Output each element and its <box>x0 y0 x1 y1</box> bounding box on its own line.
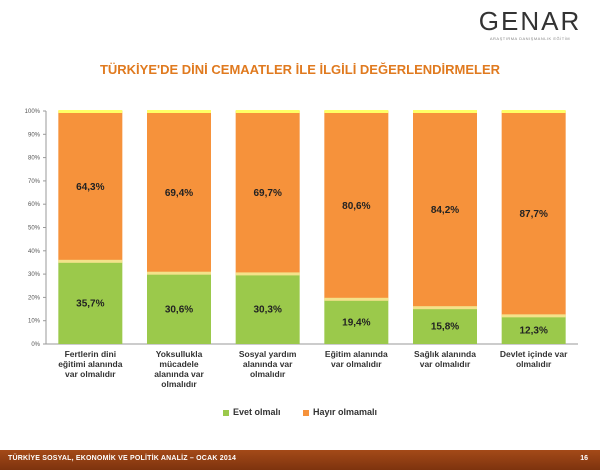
category-label-line: var olmalıdır <box>65 369 116 379</box>
y-tick-label: 90% <box>28 132 41 138</box>
y-tick-label: 50% <box>28 226 41 232</box>
bar-segment-hayir <box>324 111 389 299</box>
bar-top-highlight <box>501 110 566 113</box>
y-tick-label: 30% <box>28 272 41 278</box>
bar-segment-evet <box>58 260 123 344</box>
legend-item-evet: Evet olmalı <box>222 407 281 417</box>
footer-text: TÜRKİYE SOSYAL, EKONOMİK VE POLİTİK ANAL… <box>8 455 237 462</box>
category-label-line: Sosyal yardım <box>239 349 297 359</box>
bar-segment-hayir <box>413 111 477 308</box>
category-label: Fertlerin dini eğitimi alanında var olmalı… <box>58 349 123 379</box>
bar-top-highlight <box>58 110 123 113</box>
data-label-hayir: 69,4% <box>165 188 193 199</box>
genar-logo: GENAR ARAŞTIRMA DANIŞMANLIK EĞİTİM <box>470 6 590 42</box>
y-tick-label: 10% <box>28 319 41 325</box>
category-label-line: olmalıdır <box>516 359 552 369</box>
footer-bar: TÜRKİYE SOSYAL, EKONOMİK VE POLİTİK ANAL… <box>0 450 600 470</box>
logo-text: GENAR <box>478 6 582 36</box>
category-label-line: var olmalıdır <box>420 359 471 369</box>
y-tick-label: 80% <box>28 156 41 162</box>
category-label-line: mücadele <box>159 359 198 369</box>
bar-segment-divider <box>324 297 389 301</box>
category-label-line: olmalıdır <box>161 379 197 389</box>
data-label-hayir: 87,7% <box>519 209 547 220</box>
bar-segment-evet <box>147 272 211 344</box>
legend-item-hayir: Hayır olmamalı <box>303 407 377 417</box>
y-tick-label: 60% <box>28 202 41 208</box>
data-label-evet: 12,3% <box>519 326 547 337</box>
y-tick-label: 0% <box>31 342 40 348</box>
legend-label-hayir: Hayır olmamalı <box>313 407 378 417</box>
legend-swatch-evet <box>222 409 229 416</box>
bar-top-highlight <box>235 110 300 113</box>
bar-segment-evet <box>235 273 300 344</box>
category-label-line: Yoksullukla <box>156 349 203 359</box>
category-label-line: var olmalıdır <box>331 359 382 369</box>
y-tick-label: 40% <box>28 249 41 255</box>
bar-segment-divider <box>501 314 566 318</box>
bar-segment-evet <box>501 315 566 344</box>
data-label-evet: 35,7% <box>76 298 104 309</box>
category-label-line: Fertlerin dini <box>65 349 116 359</box>
data-label-evet: 15,8% <box>431 322 459 333</box>
data-label-evet: 19,4% <box>342 317 370 328</box>
logo-tagline: ARAŞTIRMA DANIŞMANLIK EĞİTİM <box>489 36 571 41</box>
category-label: Sağlık alanında var olmalıdır <box>414 349 476 369</box>
category-label: Eğitim alanında var olmalıdır <box>325 349 388 369</box>
bar-segment-divider <box>58 259 123 263</box>
category-label-line: Eğitim alanında <box>325 349 388 359</box>
data-label-hayir: 84,2% <box>431 205 459 216</box>
bar-segment-hayir <box>147 111 211 273</box>
page-number: 16 <box>580 455 588 462</box>
bar-top-highlight <box>147 110 211 113</box>
bar-segment-hayir <box>501 111 566 316</box>
category-label: Yoksullukla mücadele alanında var olmalıdır <box>154 349 204 389</box>
data-label-hayir: 80,6% <box>342 201 370 212</box>
bar-segment-divider <box>235 272 300 276</box>
category-label-line: eğitimi alanında <box>58 359 123 369</box>
data-label-evet: 30,6% <box>165 304 193 315</box>
bar-segment-hayir <box>235 111 300 274</box>
bar-segment-hayir <box>58 111 123 261</box>
bar-segment-divider <box>413 306 477 310</box>
legend-label-evet: Evet olmalı <box>232 407 281 417</box>
bar-segment-evet <box>324 298 389 344</box>
data-label-evet: 30,3% <box>253 305 281 316</box>
category-label-line: Sağlık alanında <box>414 349 476 359</box>
category-label-line: olmalıdır <box>250 369 286 379</box>
data-label-hayir: 69,7% <box>253 188 281 199</box>
bar-top-highlight <box>413 110 477 113</box>
data-label-hayir: 64,3% <box>76 182 104 193</box>
legend-swatch-hayir <box>303 409 309 416</box>
category-label-line: alanında var <box>154 369 204 379</box>
bar-segment-divider <box>147 271 211 275</box>
category-label: Sosyal yardım alanında var olmalıdır <box>239 349 297 379</box>
category-label-line: Devlet içinde var <box>500 349 568 359</box>
chart-title: TÜRKİYE'DE DİNİ CEMAATLER İLE İLGİLİ DEĞ… <box>99 62 501 77</box>
y-tick-label: 70% <box>28 179 41 185</box>
bar-segment-evet <box>413 307 477 344</box>
y-tick-label: 100% <box>25 109 41 115</box>
y-tick-label: 20% <box>28 295 41 301</box>
bar-top-highlight <box>324 110 389 113</box>
category-label: Devlet içinde var olmalıdır <box>500 349 568 369</box>
category-label-line: alanında var <box>243 359 293 369</box>
chart-legend: Evet olmalı Hayır olmamalı <box>0 407 600 417</box>
